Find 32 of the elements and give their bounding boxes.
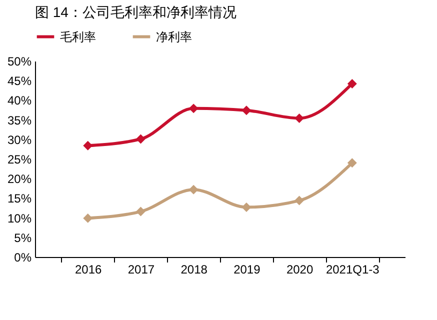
point [83, 140, 93, 150]
y-tick-label: 5% [14, 230, 32, 245]
y-tick-label: 0% [14, 250, 32, 264]
point [294, 113, 304, 123]
y-tick-label: 25% [7, 152, 32, 166]
x-tick-label: 2019 [234, 262, 261, 276]
chart-title: 图 14：公司毛利率和净利率情况 [35, 4, 236, 20]
point [136, 206, 146, 216]
y-tick-label: 45% [7, 74, 32, 88]
point [188, 184, 198, 194]
point [347, 78, 357, 88]
y-tick-label: 10% [7, 211, 32, 226]
legend-label: 毛利率 [60, 30, 96, 44]
point [294, 196, 304, 206]
y-tick-label: 20% [7, 172, 32, 186]
point [188, 104, 198, 114]
x-tick-label: 2021Q1-3 [326, 262, 380, 276]
point [242, 202, 252, 212]
point [136, 134, 146, 144]
y-tick-label: 30% [7, 132, 32, 147]
x-tick-label: 2016 [75, 262, 102, 276]
x-tick-label: 2017 [128, 262, 155, 276]
point [347, 158, 357, 168]
y-tick-label: 15% [7, 192, 32, 206]
x-tick-label: 2020 [286, 262, 314, 276]
y-tick-label: 40% [7, 94, 32, 108]
y-tick-label: 50% [7, 54, 32, 68]
y-tick-label: 35% [7, 113, 32, 128]
point [83, 213, 93, 223]
legend-label: 净利率 [156, 30, 192, 44]
point [242, 106, 252, 116]
x-tick-label: 2018 [180, 262, 208, 276]
